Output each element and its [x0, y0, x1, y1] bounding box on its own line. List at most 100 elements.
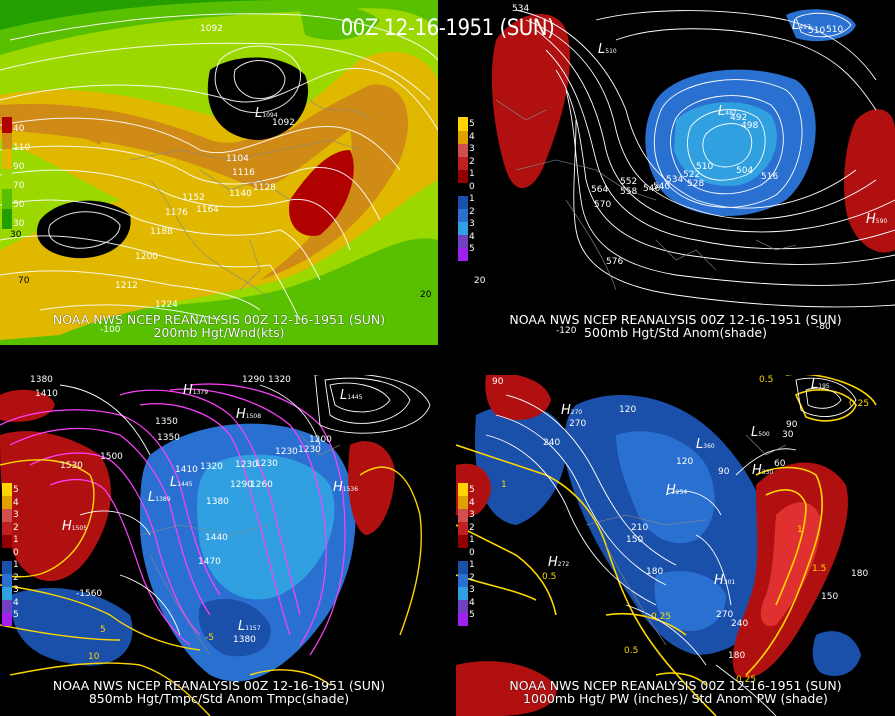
contour-label: 570: [594, 200, 612, 210]
legend-label: 2: [469, 156, 475, 167]
high-center: H270: [561, 403, 583, 418]
legend-1000mb: [458, 483, 468, 626]
legend-label: 90: [13, 162, 25, 172]
legend-label: 5: [469, 610, 475, 620]
low-center: L1157: [238, 619, 261, 634]
contour-label: 270: [716, 610, 734, 620]
axis-label: 70: [18, 276, 30, 286]
contour-label: 1224: [155, 300, 178, 310]
legend-label: 2: [13, 522, 19, 533]
contour-label: 1290: [230, 480, 253, 490]
isotherm-label: 5: [100, 625, 106, 635]
high-center: H254: [666, 483, 688, 498]
contour-label: 510: [808, 26, 826, 36]
contour-label: 1380: [233, 635, 256, 645]
panel-850mb: 5 4 3 2 1 0 1 2 3 4 5 1380 1410 1530 150…: [0, 375, 438, 716]
contour-label: 1176: [165, 208, 188, 218]
low-center: L500: [751, 425, 770, 440]
contour-label: 576: [606, 257, 624, 267]
contour-label: 1188: [150, 227, 173, 237]
legend-swatch: [458, 170, 468, 183]
contour-label: 1230: [298, 445, 321, 455]
contour-label: 180: [851, 569, 869, 579]
caption-line-1: NOAA NWS NCEP REANALYSIS 00Z 12-16-1951 …: [52, 678, 386, 693]
legend-swatch: [2, 117, 12, 127]
legend-swatch: [458, 117, 468, 131]
legend-label: 110: [13, 143, 31, 153]
legend-labels-1000mb: 5 4 3 2 1 0 1 2 3 4 5: [469, 484, 475, 622]
legend-label: 5: [469, 485, 475, 495]
legend-label: 70: [13, 181, 25, 191]
contour-label: 1260: [250, 480, 273, 490]
legend-swatch: [458, 509, 468, 522]
legend-swatch: [2, 574, 12, 587]
panel-200mb: 40 110 90 70 50 30 1092 1092 1104 1116 1…: [0, 0, 438, 345]
caption-line-1: NOAA NWS NCEP REANALYSIS 00Z 12-16-1951 …: [52, 312, 386, 327]
contour-label: 522: [683, 170, 701, 180]
legend-swatch: [2, 587, 12, 600]
contour-label: 90: [492, 377, 504, 387]
legend-label: 5: [469, 119, 475, 129]
contour-label: 516: [761, 172, 779, 182]
legend-swatch: [2, 169, 12, 189]
legend-label: 5: [469, 244, 475, 254]
contour-label: 1230: [275, 447, 298, 457]
legend-label: 4: [13, 597, 19, 608]
legend-label: 5: [13, 610, 19, 620]
legend-label: 3: [469, 144, 475, 154]
legend-swatch: [2, 133, 12, 149]
legend-swatch: [458, 196, 468, 209]
contour-label: 1380: [30, 375, 53, 385]
contour-label: 534: [512, 4, 530, 14]
legend-swatch: [2, 483, 12, 496]
contour-label: 1104: [226, 154, 249, 164]
caption-line-2: 850mb Hgt/Tmpc/Std Anom Tmpc(shade): [88, 691, 350, 706]
legend-label: 3: [469, 219, 475, 229]
contour-label: 1200: [135, 252, 158, 262]
low-center: L510: [598, 42, 617, 57]
legend-850mb: [2, 483, 12, 626]
contour-label: 564: [591, 185, 609, 195]
pw-label: 1.5: [812, 564, 827, 574]
contour-label: 1212: [115, 281, 138, 291]
contour-label: 210: [631, 523, 649, 533]
contour-label: 150: [626, 535, 644, 545]
legend-swatch: [458, 131, 468, 144]
legend-swatch: [2, 149, 12, 169]
contour-label: 1290: [242, 375, 265, 385]
contour-label: 546: [643, 184, 661, 194]
contour-label: 1152: [182, 193, 205, 203]
contour-label: 1380: [206, 497, 229, 507]
contour-label: 1320: [268, 375, 291, 385]
legend-label: 1: [13, 560, 19, 570]
contour-label: 1092: [200, 24, 223, 34]
pw-label: 1: [797, 525, 803, 535]
legend-label: 2: [13, 572, 19, 583]
map-500mb: [456, 0, 895, 345]
contour-label: 90: [786, 420, 798, 430]
map-200mb: [0, 0, 438, 345]
legend-swatch: [2, 209, 12, 229]
legend-label: 1: [469, 194, 475, 204]
contour-label: 240: [543, 438, 561, 448]
legend-swatch: [458, 574, 468, 587]
pw-label: 1: [501, 480, 507, 490]
contour-label: 510: [696, 162, 714, 172]
contour-label: 1350: [155, 417, 178, 427]
legend-swatch: [458, 144, 468, 157]
legend-label: 1: [469, 535, 475, 545]
high-center: H272: [548, 555, 570, 570]
pw-label: 0.25: [736, 675, 757, 685]
contour-label: 120: [619, 405, 637, 415]
high-center: H330: [752, 463, 774, 478]
legend-swatch: [2, 522, 12, 535]
high-center: H1508: [236, 407, 262, 422]
legend-swatch: [2, 548, 12, 561]
legend-swatch: [2, 496, 12, 509]
legend-200mb: [2, 117, 12, 229]
axis-label: -100: [100, 325, 121, 335]
contour-label: 528: [687, 179, 705, 189]
axis-label: -80: [816, 322, 831, 332]
contour-label: 180: [646, 567, 664, 577]
axis-label: 20: [420, 290, 432, 300]
